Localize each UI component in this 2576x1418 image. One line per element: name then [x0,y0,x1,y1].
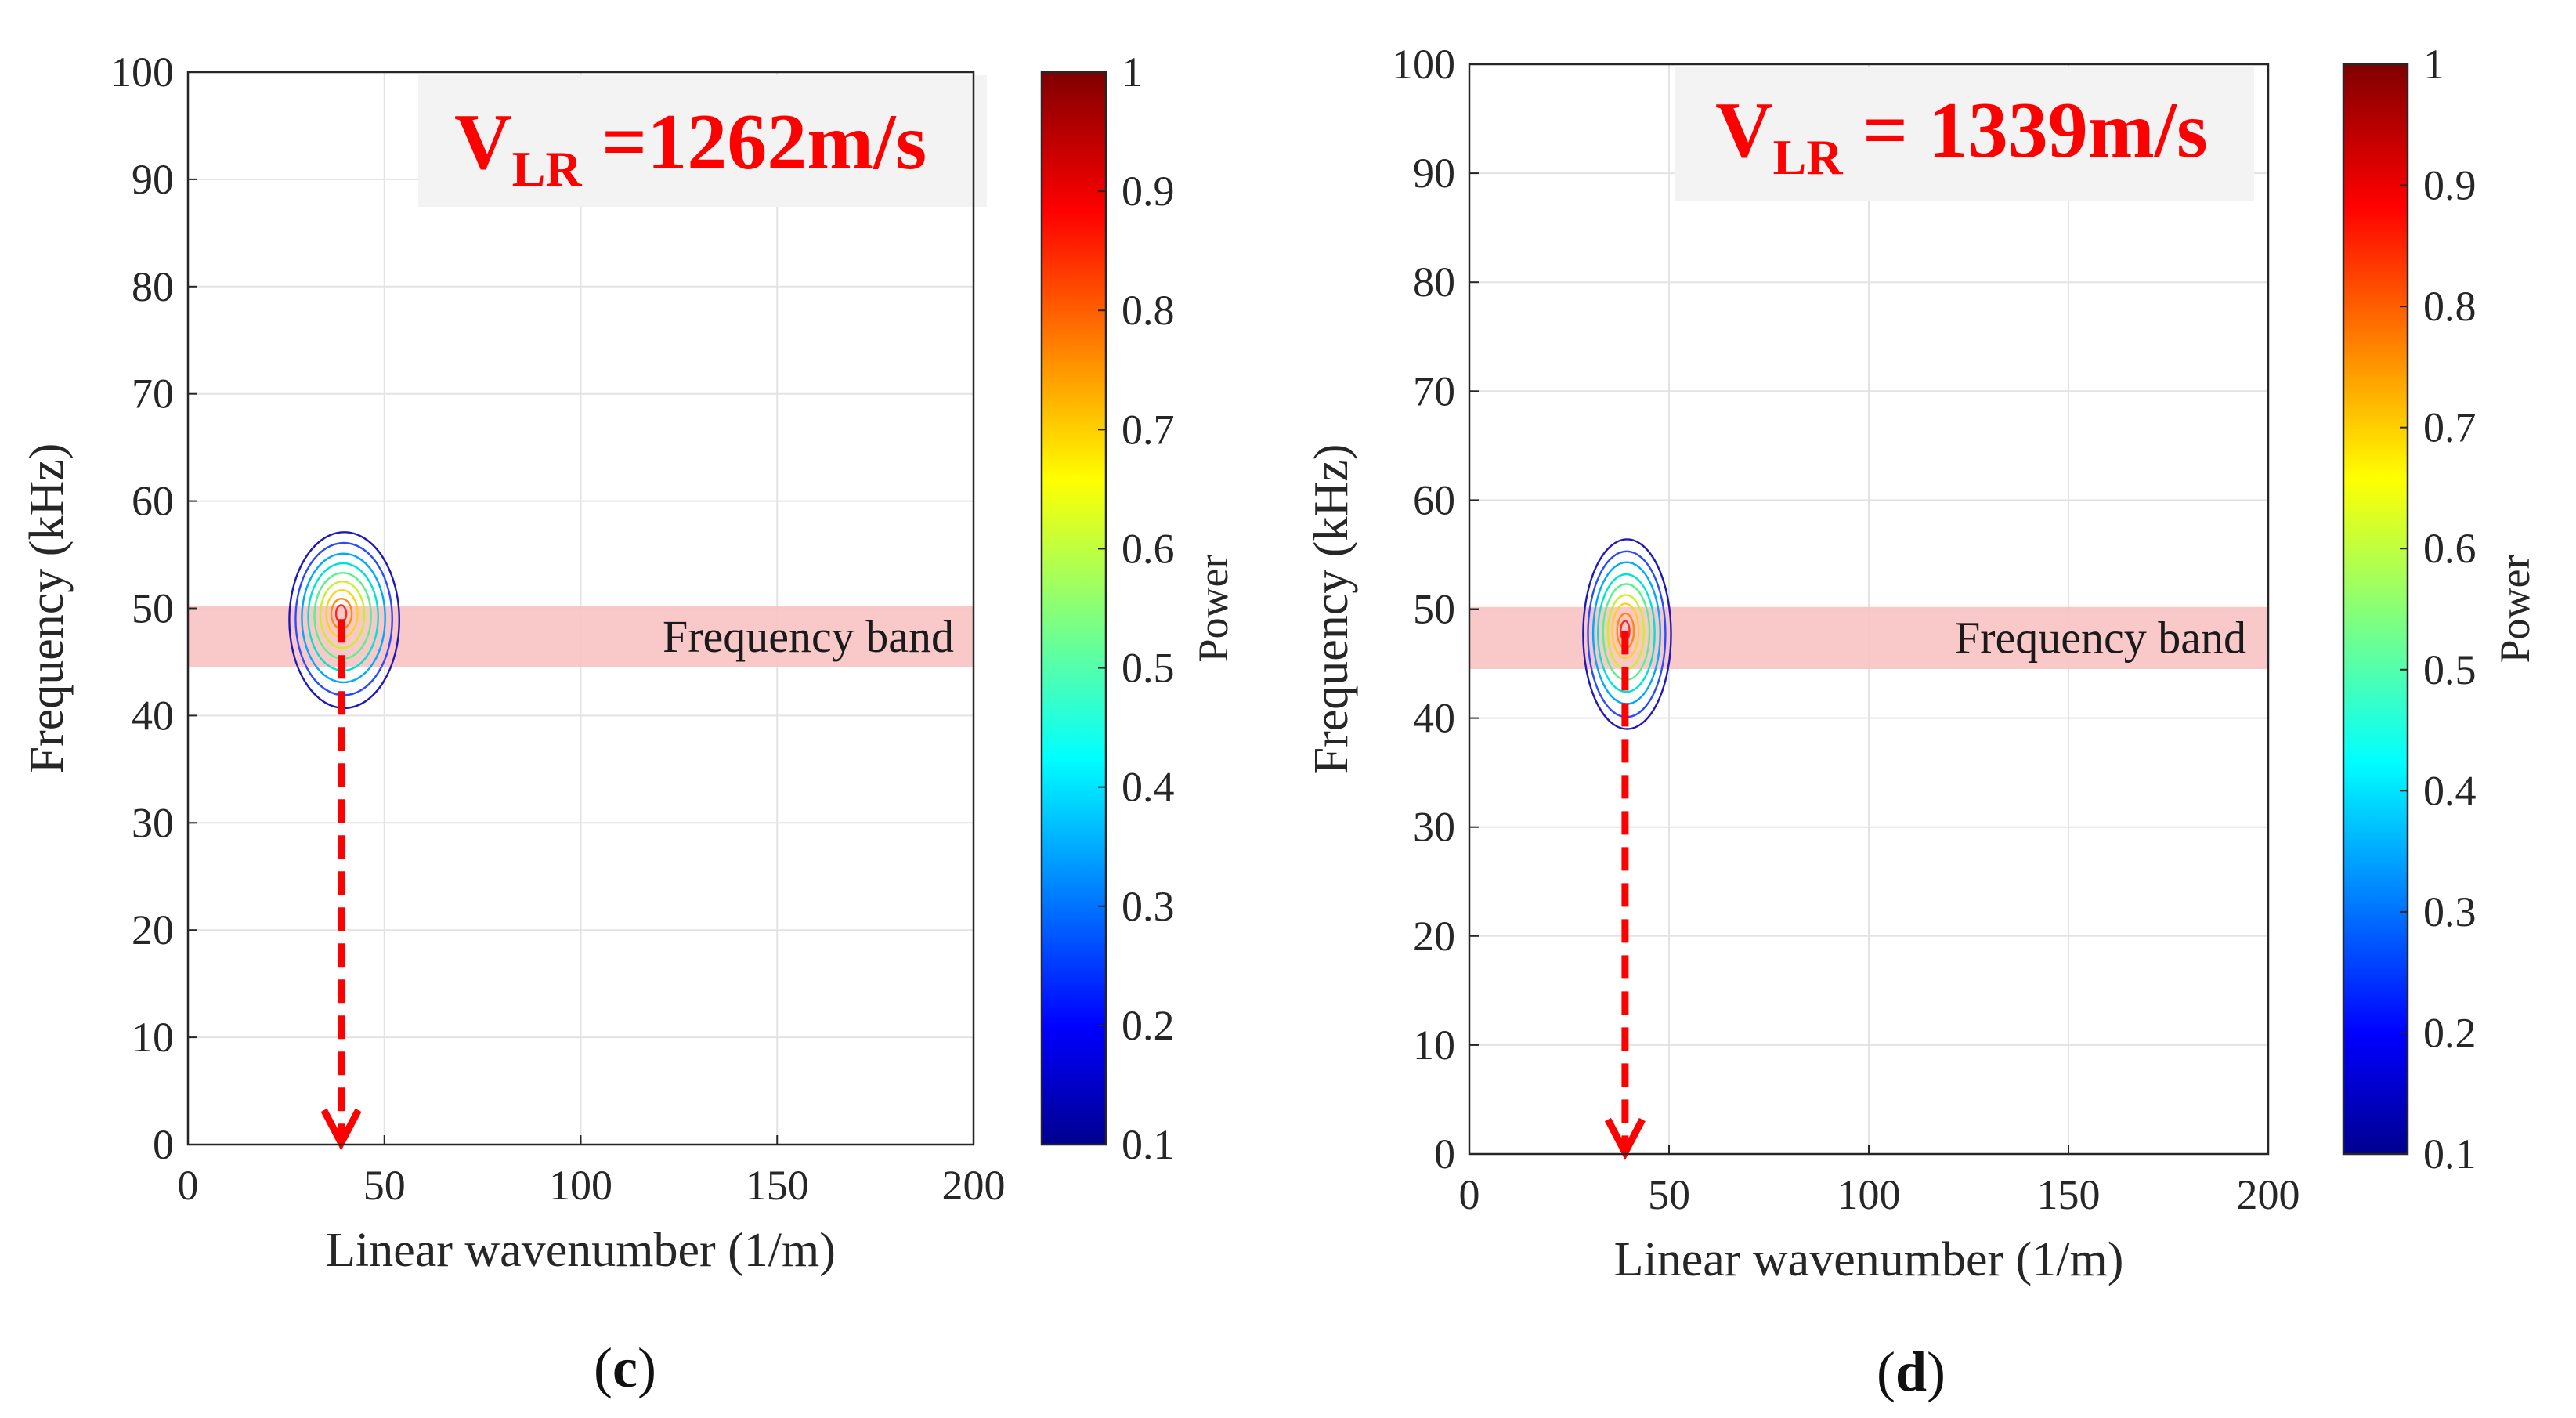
colorbar-tick-label: 0.1 [2423,1130,2477,1177]
y-tick-label: 10 [132,1014,174,1061]
x-tick-label: 200 [2237,1171,2300,1218]
colorbar [1042,72,1106,1145]
y-tick-label: 30 [1413,804,1455,851]
colorbar-tick-label: 0.8 [2423,283,2477,330]
velocity-annotation: VLR = 1339m/s [1715,86,2208,185]
colorbar-frame [2342,63,2409,1156]
colorbar-tick-label: 0.7 [1122,406,1175,453]
y-tick-label: 20 [132,906,174,953]
y-axis-label: Frequency (kHz) [1305,444,1358,775]
y-tick-label: 0 [153,1121,174,1168]
panel-label: (c) [594,1337,656,1399]
colorbar-frame [1040,71,1107,1146]
y-tick-label: 100 [1392,41,1455,88]
y-tick-label: 70 [132,371,174,418]
colorbar-tick-label: 0.1 [1122,1121,1175,1168]
contour-line [1582,538,1672,730]
x-tick-label: 0 [1459,1171,1480,1218]
y-tick-label: 50 [1413,586,1455,633]
colorbar-tick-label: 0.9 [1122,168,1175,215]
y-tick-label: 20 [1413,913,1455,960]
x-tick-label: 100 [1837,1171,1901,1218]
colorbar-tick-label: 0.5 [1122,645,1175,692]
colorbar-label: Power [2491,555,2538,663]
y-tick-label: 60 [1413,476,1455,523]
colorbar-label: Power [1190,554,1237,662]
x-tick-label: 200 [942,1162,1006,1209]
contour-line [1611,602,1640,660]
frequency-band-label: Frequency band [663,611,954,662]
arrow-head [1604,1117,1646,1160]
colorbar-tick-label: 0.6 [2423,525,2477,572]
x-tick-label: 100 [549,1162,612,1209]
x-axis-label: Linear wavenumber (1/m) [326,1224,836,1277]
contour-line [1597,573,1656,693]
colorbar-tick-label: 0.4 [1122,764,1175,811]
colorbar-tick-label: 0.8 [1122,287,1175,334]
x-tick-label: 50 [1648,1171,1690,1218]
arrow-head [320,1108,362,1151]
velocity-annotation: VLR =1262m/s [454,98,927,197]
colorbar-tick-label: 0.5 [2423,646,2477,693]
x-tick-label: 150 [746,1162,809,1209]
y-tick-label: 100 [110,49,174,96]
colorbar-tick-label: 0.3 [2423,888,2477,935]
colorbar-tick-label: 1 [1122,49,1143,96]
panel-c: Frequency band 0 50 100 150 200 0 10 20 30 40 50 60 7… [20,49,1237,1399]
colorbar-tick-label: 0.2 [2423,1009,2477,1056]
colorbar [2343,64,2408,1154]
colorbar-tick-label: 0.6 [1122,525,1175,572]
colorbar-tick-label: 0.4 [2423,767,2477,814]
y-tick-label: 30 [132,799,174,846]
panel-d: Frequency band 0 50 100 150 200 0 10 20 30 40 50 60 7… [1305,41,2538,1403]
annotation-box [418,75,987,207]
panel-label: (d) [1877,1340,1946,1403]
frequency-band-label: Frequency band [1955,612,2246,663]
y-tick-label: 90 [132,156,174,203]
x-axis-label: Linear wavenumber (1/m) [1614,1233,2124,1286]
annotation-box [1675,67,2254,201]
y-tick-label: 50 [132,585,174,632]
y-tick-label: 0 [1434,1130,1455,1177]
colorbar-tick-label: 0.2 [1122,1002,1175,1049]
colorbar-tick-label: 0.3 [1122,883,1175,930]
y-tick-label: 10 [1413,1022,1455,1069]
contour-line [301,552,386,684]
y-tick-label: 40 [132,692,174,739]
y-tick-label: 90 [1413,150,1455,197]
y-tick-label: 60 [132,478,174,525]
colorbar-tick-label: 1 [2423,41,2444,88]
x-tick-label: 150 [2037,1171,2101,1218]
colorbar-tick-label: 0.9 [2423,162,2477,209]
y-tick-label: 70 [1413,367,1455,414]
y-axis-label: Frequency (kHz) [20,443,74,774]
x-tick-label: 50 [363,1162,406,1209]
x-tick-label: 0 [178,1162,199,1209]
colorbar-tick-label: 0.7 [2423,404,2477,451]
y-tick-label: 40 [1413,695,1455,742]
contour-line [319,581,366,649]
y-tick-label: 80 [1413,259,1455,306]
y-tick-label: 80 [132,263,174,310]
